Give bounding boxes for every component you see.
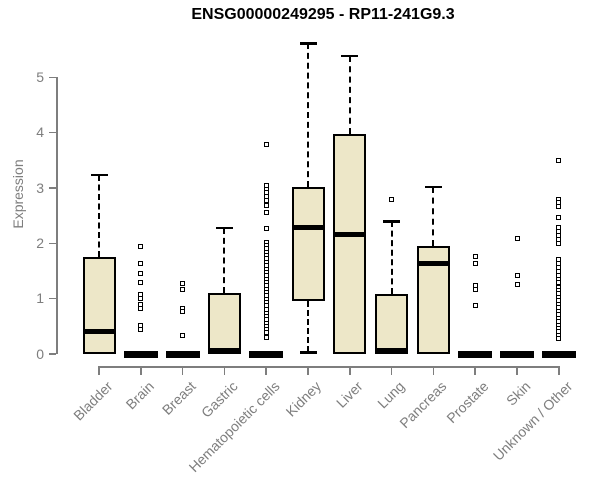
lower-whisker <box>307 300 309 353</box>
outlier-point <box>556 336 562 341</box>
x-tick-label: Lung <box>374 378 408 412</box>
upper-whisker-cap <box>90 173 108 177</box>
outlier-point <box>472 260 478 266</box>
x-axis-tick <box>349 367 351 375</box>
upper-whisker <box>223 227 226 294</box>
y-axis-tick <box>49 187 56 189</box>
box-iqr <box>375 294 409 354</box>
outlier-point <box>556 204 562 210</box>
y-tick-label: 1 <box>36 290 44 307</box>
y-axis-tick <box>49 131 56 134</box>
x-axis-tick <box>307 367 309 375</box>
upper-whisker-cap <box>341 54 359 58</box>
outlier-point <box>263 210 269 216</box>
x-axis-tick <box>98 367 100 375</box>
upper-whisker <box>98 174 100 258</box>
outlier-point <box>514 273 520 279</box>
outlier-point <box>472 253 478 259</box>
box-iqr <box>333 133 367 354</box>
y-tick-label: 5 <box>36 68 44 85</box>
outlier-point <box>472 303 478 309</box>
y-tick-label: 2 <box>36 234 44 251</box>
outlier-point <box>138 243 144 249</box>
x-axis-tick <box>140 367 142 375</box>
median-line <box>207 348 241 353</box>
upper-whisker-cap <box>215 226 233 230</box>
y-axis-tick <box>49 353 56 355</box>
chart-title: ENSG00000249295 - RP11-241G9.3 <box>191 6 455 23</box>
median-line <box>375 348 409 353</box>
x-axis-tick <box>558 367 560 375</box>
x-tick-label: Liver <box>333 378 367 411</box>
outlier-point <box>138 295 144 301</box>
outlier-point <box>556 241 562 247</box>
box-collapsed <box>165 350 200 358</box>
upper-whisker <box>348 55 351 134</box>
box-collapsed <box>458 350 493 358</box>
x-axis-tick <box>516 367 518 375</box>
upper-whisker <box>307 43 309 188</box>
outlier-point <box>263 142 269 148</box>
outlier-point <box>138 279 144 285</box>
outlier-point <box>263 202 269 208</box>
outlier-point <box>138 305 144 311</box>
y-axis-line <box>56 77 58 354</box>
upper-whisker <box>432 186 435 246</box>
x-tick-label: Brain <box>122 378 158 413</box>
outlier-point <box>138 260 144 266</box>
median-line <box>333 231 367 237</box>
outlier-point <box>556 215 562 221</box>
median-line <box>82 329 116 335</box>
y-tick-label: 0 <box>36 345 44 362</box>
upper-whisker-cap <box>424 185 442 189</box>
x-tick-label: Skin <box>502 378 534 409</box>
x-axis-tick <box>223 367 226 375</box>
y-tick-label: 4 <box>36 124 44 141</box>
x-tick-label: Kidney <box>282 378 325 420</box>
x-axis-tick <box>390 367 393 375</box>
box-collapsed <box>541 350 576 358</box>
outlier-point <box>263 226 269 232</box>
upper-whisker <box>390 221 393 295</box>
box-collapsed <box>500 350 534 358</box>
outlier-point <box>180 281 186 287</box>
outlier-point <box>556 157 562 163</box>
x-tick-label: Unknown / Other <box>489 378 576 464</box>
median-line <box>416 260 450 266</box>
y-axis-tick <box>49 76 56 79</box>
outlier-point <box>514 282 520 288</box>
box-iqr <box>291 187 325 301</box>
median-line <box>291 225 325 231</box>
y-tick-label: 3 <box>36 179 44 196</box>
outlier-point <box>263 335 269 341</box>
outlier-point <box>180 309 186 315</box>
x-axis-tick <box>181 367 184 375</box>
box-collapsed <box>123 350 158 358</box>
outlier-point <box>389 196 395 202</box>
upper-whisker-cap <box>383 220 401 223</box>
outlier-point <box>180 286 186 292</box>
outlier-point <box>138 326 144 332</box>
x-axis-tick <box>474 367 476 375</box>
lower-whisker-cap <box>299 351 317 354</box>
y-axis-tick <box>49 297 56 300</box>
outlier-point <box>180 332 186 338</box>
box-collapsed <box>249 350 284 358</box>
x-tick-label: Breast <box>158 378 199 418</box>
box-iqr <box>207 293 241 354</box>
box-iqr <box>82 257 116 354</box>
upper-whisker-cap <box>299 42 317 45</box>
outlier-point <box>514 236 520 242</box>
x-axis-line <box>98 366 560 368</box>
x-tick-label: Bladder <box>69 378 116 424</box>
x-axis-tick <box>432 367 435 375</box>
outlier-point <box>138 271 144 277</box>
x-axis-tick <box>265 367 267 375</box>
y-axis-tick <box>49 242 56 245</box>
outlier-point <box>556 279 562 285</box>
x-tick-label: Prostate <box>443 378 492 427</box>
outlier-point <box>472 287 478 293</box>
